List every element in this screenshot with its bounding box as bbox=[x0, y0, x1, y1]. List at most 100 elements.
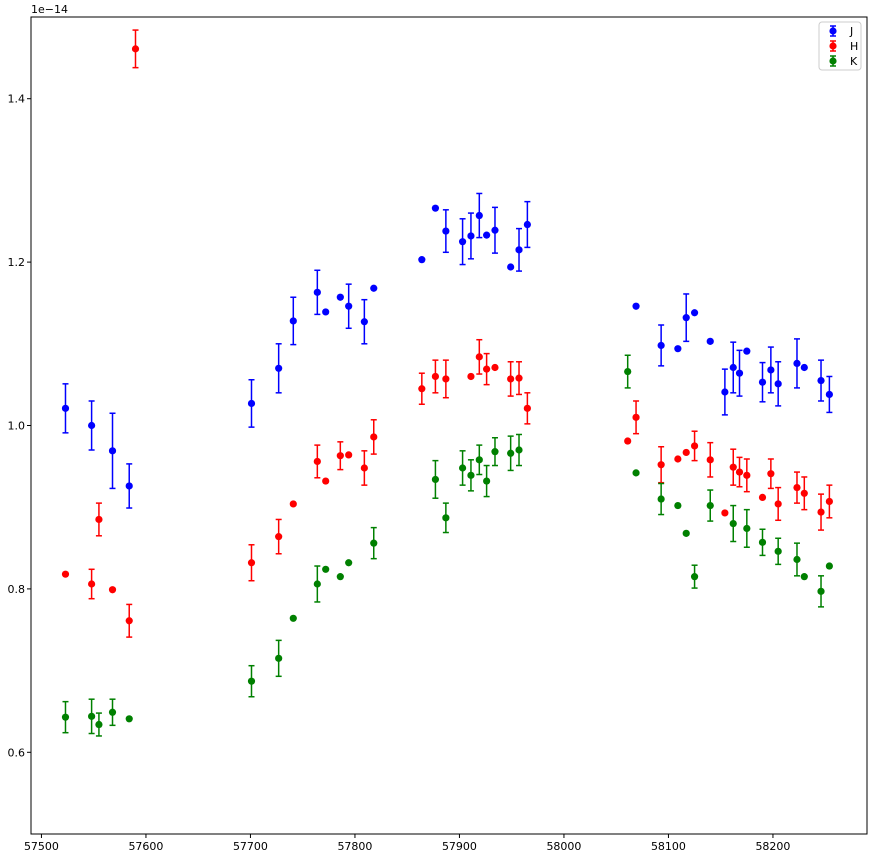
data-point bbox=[729, 519, 737, 528]
data-point bbox=[61, 404, 70, 412]
data-point bbox=[418, 256, 426, 264]
data-point bbox=[125, 715, 133, 723]
data-point bbox=[131, 45, 140, 53]
legend-marker bbox=[829, 57, 837, 65]
y-tick-label: 1.4 bbox=[8, 93, 26, 106]
data-point bbox=[370, 433, 378, 441]
data-point bbox=[275, 533, 283, 541]
legend-label: K bbox=[850, 55, 858, 68]
data-point bbox=[95, 720, 103, 729]
legend-marker bbox=[829, 42, 837, 50]
data-point bbox=[336, 293, 344, 301]
data-point bbox=[467, 232, 475, 240]
data-point bbox=[275, 654, 283, 662]
data-point bbox=[624, 437, 632, 445]
data-point bbox=[61, 713, 70, 721]
data-point bbox=[61, 570, 70, 578]
data-point bbox=[418, 385, 426, 393]
legend: JHK bbox=[818, 21, 862, 71]
data-point bbox=[706, 501, 714, 510]
series-layer bbox=[61, 29, 833, 737]
data-point bbox=[289, 500, 297, 508]
data-point bbox=[706, 337, 714, 345]
data-point bbox=[467, 372, 475, 381]
data-point bbox=[729, 363, 737, 372]
data-point bbox=[247, 399, 256, 408]
data-point bbox=[247, 559, 256, 567]
data-point bbox=[793, 555, 801, 564]
data-point bbox=[523, 220, 531, 229]
y-offset-text: 1e−14 bbox=[31, 3, 68, 16]
data-point bbox=[674, 501, 682, 510]
data-point bbox=[483, 365, 491, 373]
data-point bbox=[825, 497, 833, 506]
data-point bbox=[313, 580, 321, 588]
data-point bbox=[674, 345, 682, 353]
x-tick-label: 58100 bbox=[651, 840, 686, 853]
data-point bbox=[88, 580, 96, 588]
data-point bbox=[767, 366, 775, 374]
data-point bbox=[690, 309, 699, 317]
data-point bbox=[800, 489, 808, 497]
plot-area bbox=[31, 17, 867, 834]
data-point bbox=[690, 442, 699, 450]
data-point bbox=[313, 288, 321, 296]
data-point bbox=[735, 468, 744, 476]
data-point bbox=[442, 227, 450, 235]
data-point bbox=[458, 464, 467, 472]
y-tick-label: 1.0 bbox=[8, 420, 26, 433]
y-tick-label: 0.6 bbox=[8, 746, 26, 759]
data-point bbox=[632, 302, 640, 310]
y-axis: 0.6 0.8 1.0 1.2 1.4 bbox=[8, 93, 31, 759]
data-point bbox=[825, 390, 833, 399]
legend-label: H bbox=[850, 40, 858, 53]
data-point bbox=[817, 587, 825, 595]
data-point bbox=[483, 231, 491, 239]
data-point bbox=[682, 314, 690, 322]
data-point bbox=[800, 573, 808, 581]
data-point bbox=[743, 524, 751, 533]
data-point bbox=[467, 471, 475, 479]
data-point bbox=[336, 573, 344, 581]
data-point bbox=[108, 586, 117, 594]
data-point bbox=[690, 573, 699, 581]
x-tick-label: 57700 bbox=[233, 840, 268, 853]
data-point bbox=[345, 559, 353, 567]
data-point bbox=[706, 456, 714, 464]
data-point bbox=[336, 452, 344, 460]
data-point bbox=[125, 482, 133, 490]
y-tick-label: 0.8 bbox=[8, 583, 26, 596]
data-point bbox=[758, 378, 767, 386]
data-point bbox=[507, 449, 515, 457]
data-point bbox=[458, 238, 467, 246]
data-point bbox=[431, 204, 440, 212]
data-point bbox=[507, 375, 515, 383]
data-point bbox=[360, 318, 368, 326]
legend-marker bbox=[829, 27, 837, 35]
series-K bbox=[61, 354, 833, 737]
data-point bbox=[515, 446, 523, 454]
data-point bbox=[793, 359, 801, 368]
data-point bbox=[507, 263, 515, 271]
data-point bbox=[360, 464, 368, 472]
data-point bbox=[370, 539, 378, 547]
x-tick-label: 58200 bbox=[755, 840, 790, 853]
data-point bbox=[515, 246, 523, 254]
x-tick-label: 57900 bbox=[442, 840, 477, 853]
data-point bbox=[322, 565, 330, 573]
data-point bbox=[657, 461, 665, 469]
data-point bbox=[475, 456, 483, 464]
x-tick-label: 57500 bbox=[24, 840, 59, 853]
data-point bbox=[793, 483, 801, 492]
data-point bbox=[247, 677, 256, 685]
data-point bbox=[108, 708, 117, 716]
data-point bbox=[682, 529, 690, 537]
data-point bbox=[758, 493, 767, 501]
data-point bbox=[657, 495, 665, 503]
data-point bbox=[632, 469, 640, 477]
data-point bbox=[345, 302, 353, 310]
data-point bbox=[491, 363, 499, 372]
data-point bbox=[475, 211, 483, 220]
data-point bbox=[313, 457, 321, 466]
legend-box bbox=[818, 21, 862, 71]
